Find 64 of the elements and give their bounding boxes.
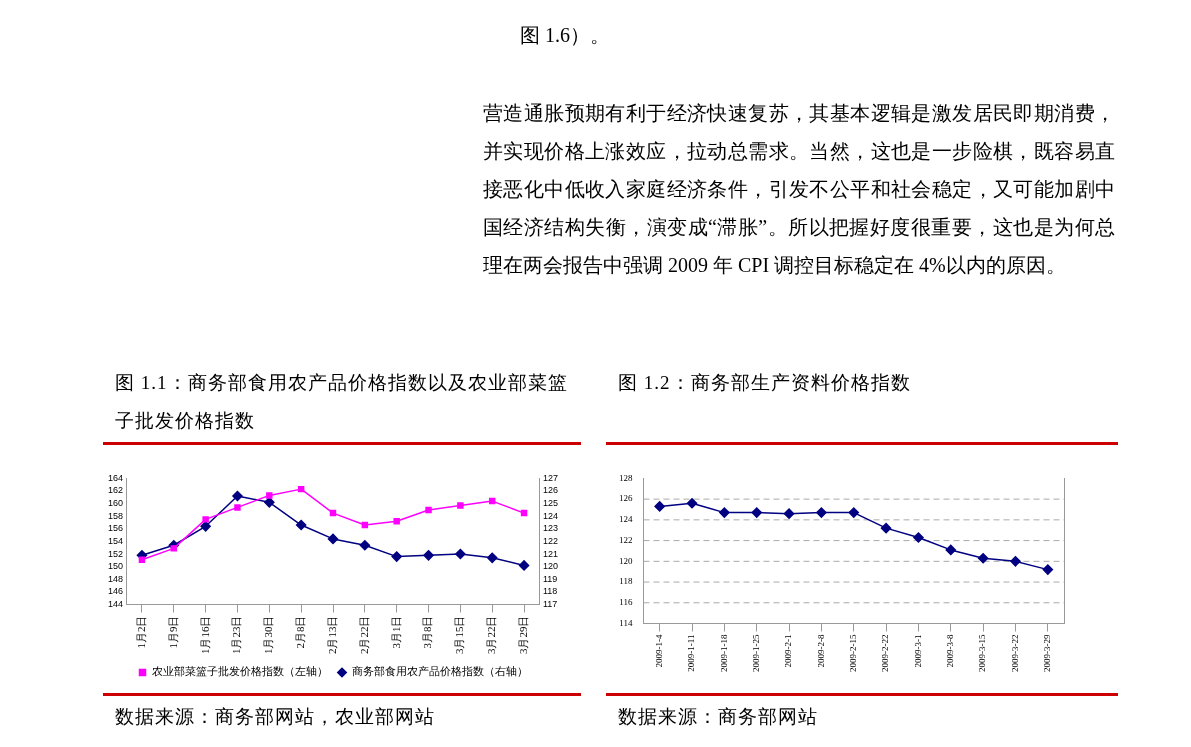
- x-tick-label: 3月22日: [485, 615, 498, 654]
- chart-title: 图 1.2：商务部生产资料价格指数: [618, 371, 912, 395]
- x-tick-label: 3月1日: [389, 615, 402, 649]
- x-tick-label: 2009-1-18: [718, 634, 729, 673]
- x-tick-label: 2009-1-25: [751, 634, 762, 673]
- y-tick-label: 122: [619, 534, 633, 545]
- y-tick-label: 146: [107, 586, 124, 597]
- y2-tick-label: 123: [542, 523, 559, 534]
- x-tick-label: 1月30日: [262, 615, 275, 654]
- y2-tick-label: 117: [542, 598, 558, 609]
- source-note: 数据来源：商务部网站: [618, 705, 818, 729]
- y-tick-label: 152: [107, 548, 124, 559]
- chart-title: 图 1.1：商务部食用农产品价格指数以及农业部菜篮子批发价格指数: [115, 371, 569, 433]
- y2-tick-label: 120: [542, 561, 559, 572]
- x-tick-label: 1月16日: [198, 615, 211, 654]
- y-tick-label: 162: [107, 485, 124, 496]
- caption: 图 1.6）。: [520, 23, 611, 48]
- x-tick-label: 2009-2-22: [880, 634, 891, 673]
- x-tick-label: 1月23日: [230, 615, 243, 654]
- y-tick-label: 164: [107, 472, 124, 483]
- x-tick-label: 2009-3-15: [977, 634, 988, 673]
- y-tick-label: 120: [619, 555, 633, 566]
- x-tick-label: 2009-3-1: [912, 634, 923, 668]
- y2-tick-label: 118: [542, 586, 558, 597]
- source-note: 数据来源：商务部网站，农业部网站: [115, 705, 435, 729]
- x-tick-label: 1月9日: [166, 615, 179, 649]
- y2-tick-label: 122: [542, 535, 559, 546]
- x-tick-label: 2009-1-4: [654, 634, 665, 668]
- y-tick-label: 158: [107, 510, 124, 521]
- text: 营造通胀预期有利于经济快速复苏，其基本逻辑是激发居民即期消费，并实现价格上涨效应，拉动总需求。当然，这也是一步险棋，既容易直接恶化中低收入家庭经济条件，引发不公平和社会稳定，又可能加剧中国经济结构失衡，演变成“滞胀”。所以把握好度很重要，这也是为何总理在两会报告中强调 2009 年 CPI 调控目标稳定在 4%以内的原因。: [483, 101, 1115, 278]
- x-tick-label: 3月8日: [421, 615, 434, 649]
- y-tick-label: 118: [619, 576, 633, 587]
- y2-tick-label: 124: [542, 510, 559, 521]
- y-tick-label: 114: [619, 617, 633, 628]
- x-tick-label: 2009-3-22: [1009, 634, 1020, 673]
- y2-tick-label: 126: [542, 485, 559, 496]
- y-tick-label: 156: [107, 523, 124, 534]
- x-tick-label: 2009-2-1: [783, 634, 794, 668]
- x-tick-label: 2009-3-8: [945, 634, 956, 668]
- y-tick-label: 116: [619, 597, 633, 608]
- y-tick-label: 148: [107, 573, 124, 584]
- x-tick-label: 1月2日: [134, 615, 147, 649]
- y-tick-label: 154: [107, 535, 124, 546]
- x-tick-label: 3月15日: [453, 615, 466, 654]
- x-tick-label: 2009-1-11: [686, 634, 697, 672]
- x-tick-label: 2月13日: [325, 615, 338, 654]
- x-tick-label: 2月22日: [357, 615, 370, 654]
- y2-tick-label: 121: [542, 548, 559, 559]
- y2-tick-label: 125: [542, 498, 559, 509]
- x-tick-label: 2009-2-15: [848, 634, 859, 673]
- x-tick-label: 2009-3-29: [1042, 634, 1053, 673]
- y2-tick-label: 119: [542, 573, 558, 584]
- y-tick-label: 124: [619, 514, 633, 525]
- x-tick-label: 2009-2-8: [815, 634, 826, 668]
- y-tick-label: 144: [107, 598, 124, 609]
- y-tick-label: 150: [107, 561, 124, 572]
- y-tick-label: 128: [619, 472, 633, 483]
- x-tick-label: 3月29日: [516, 615, 529, 654]
- y2-tick-label: 127: [542, 472, 559, 483]
- legend-label: 商务部食用农产品价格指数（右轴）: [351, 665, 528, 678]
- legend-label: 农业部菜篮子批发价格指数（左轴）: [152, 665, 328, 678]
- y-tick-label: 160: [107, 498, 124, 509]
- x-tick-label: 2月8日: [294, 615, 307, 649]
- y-tick-label: 126: [619, 493, 633, 504]
